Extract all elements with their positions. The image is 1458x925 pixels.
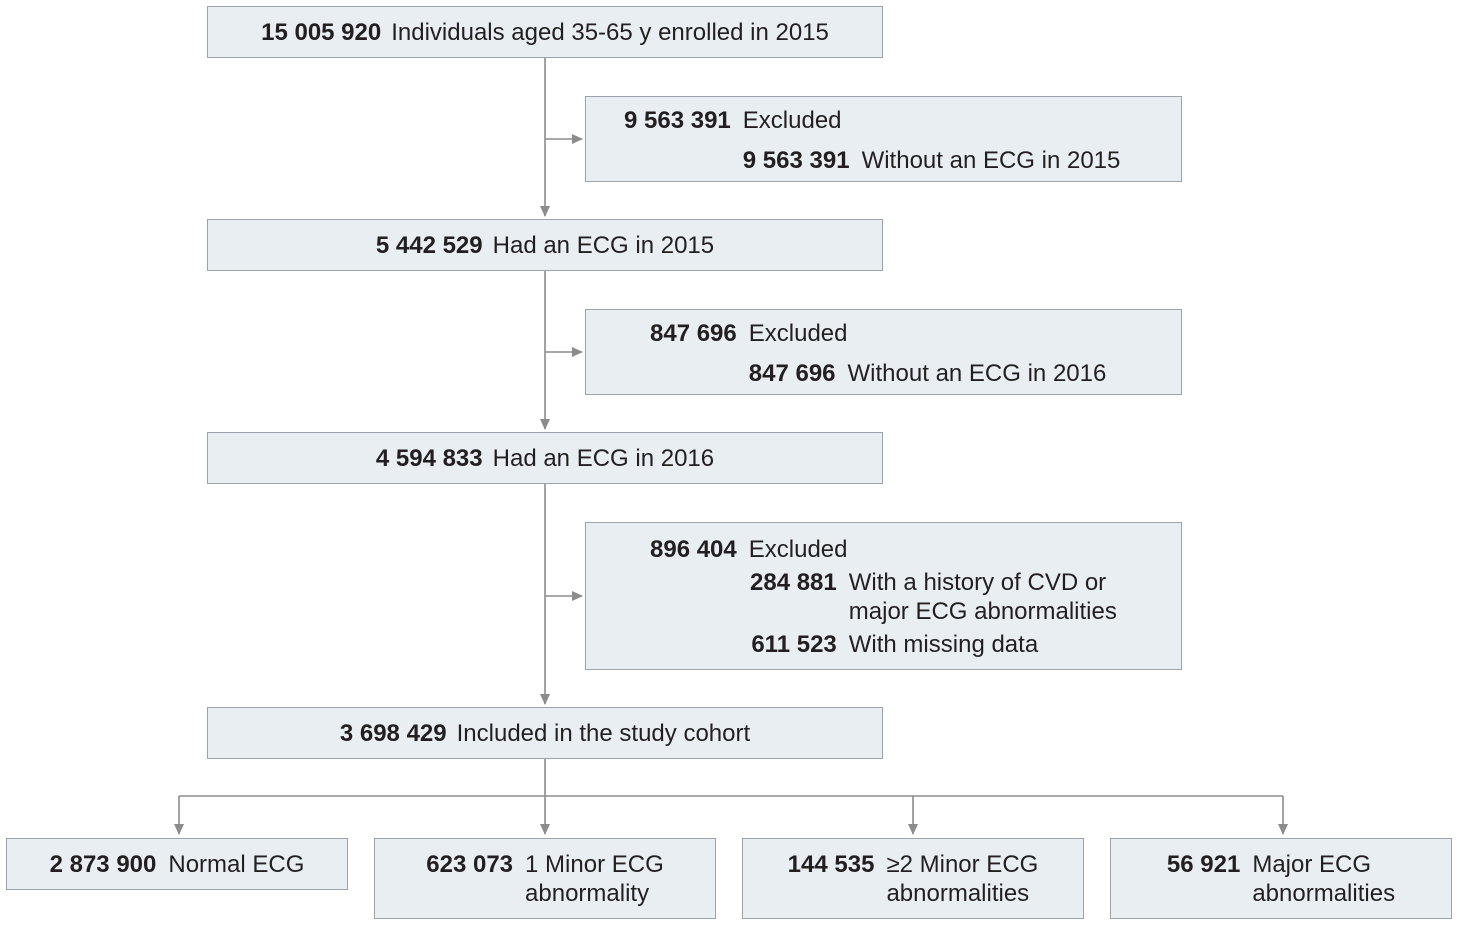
outcome-box-normal: 2 873 900 Normal ECG	[6, 838, 348, 890]
excluded-2-reason-1-label: Without an ECG in 2016	[847, 359, 1107, 387]
excluded-box-2: 847 696 Excluded 847 696 Without an ECG …	[585, 309, 1182, 395]
cohort-count: 3 698 429	[339, 719, 447, 747]
outcome-3-count: 144 535	[787, 850, 875, 878]
had-ecg-2015-label: Had an ECG in 2015	[492, 231, 715, 259]
excluded-2-label: Excluded	[748, 320, 848, 347]
outcome-4-label: Major ECG abnormalities	[1252, 850, 1396, 907]
cohort-label: Included in the study cohort	[456, 719, 751, 747]
had-ecg-2016-box: 4 594 833 Had an ECG in 2016	[207, 432, 883, 484]
had-ecg-2016-count: 4 594 833	[375, 444, 483, 472]
excluded-1-label: Excluded	[742, 107, 842, 134]
excluded-3-count: 896 404	[650, 536, 737, 563]
excluded-3-reason-2-count: 611 523	[751, 631, 837, 658]
excluded-3-reason-2-label: With missing data	[848, 631, 1039, 658]
enrolled-count: 15 005 920	[261, 18, 382, 46]
outcome-1-count: 2 873 900	[49, 850, 157, 878]
outcome-4-count: 56 921	[1166, 850, 1241, 878]
excluded-2-count: 847 696	[650, 320, 737, 347]
outcome-box-one-minor: 623 073 1 Minor ECG abnormality	[374, 838, 716, 919]
outcome-2-label: 1 Minor ECG abnormality	[525, 850, 664, 907]
outcome-box-major: 56 921 Major ECG abnormalities	[1110, 838, 1452, 919]
outcome-3-label: ≥2 Minor ECG abnormalities	[886, 850, 1039, 907]
excluded-1-reason-1-count: 9 563 391	[742, 146, 850, 174]
excluded-3-reason-1-label: With a history of CVD or major ECG abnor…	[848, 569, 1117, 625]
enrolled-box: 15 005 920 Individuals aged 35-65 y enrol…	[207, 6, 883, 58]
excluded-1-count: 9 563 391	[624, 107, 731, 134]
excluded-2-reason-1-count: 847 696	[748, 359, 836, 387]
had-ecg-2015-box: 5 442 529 Had an ECG in 2015	[207, 219, 883, 271]
had-ecg-2016-label: Had an ECG in 2016	[492, 444, 715, 472]
cohort-box: 3 698 429 Included in the study cohort	[207, 707, 883, 759]
enrolled-label: Individuals aged 35-65 y enrolled in 201…	[391, 18, 829, 46]
had-ecg-2015-count: 5 442 529	[375, 231, 483, 259]
excluded-3-reason-1-count: 284 881	[750, 569, 837, 596]
outcome-2-count: 623 073	[426, 850, 514, 878]
excluded-box-1: 9 563 391 Excluded 9 563 391 Without an …	[585, 96, 1182, 182]
excluded-1-reason-1-label: Without an ECG in 2015	[861, 146, 1121, 174]
outcome-box-two-minor: 144 535 ≥2 Minor ECG abnormalities	[742, 838, 1084, 919]
excluded-box-3: 896 404 Excluded 284 881 With a history …	[585, 522, 1182, 670]
excluded-3-label: Excluded	[748, 536, 848, 563]
outcome-1-label: Normal ECG	[168, 850, 305, 878]
